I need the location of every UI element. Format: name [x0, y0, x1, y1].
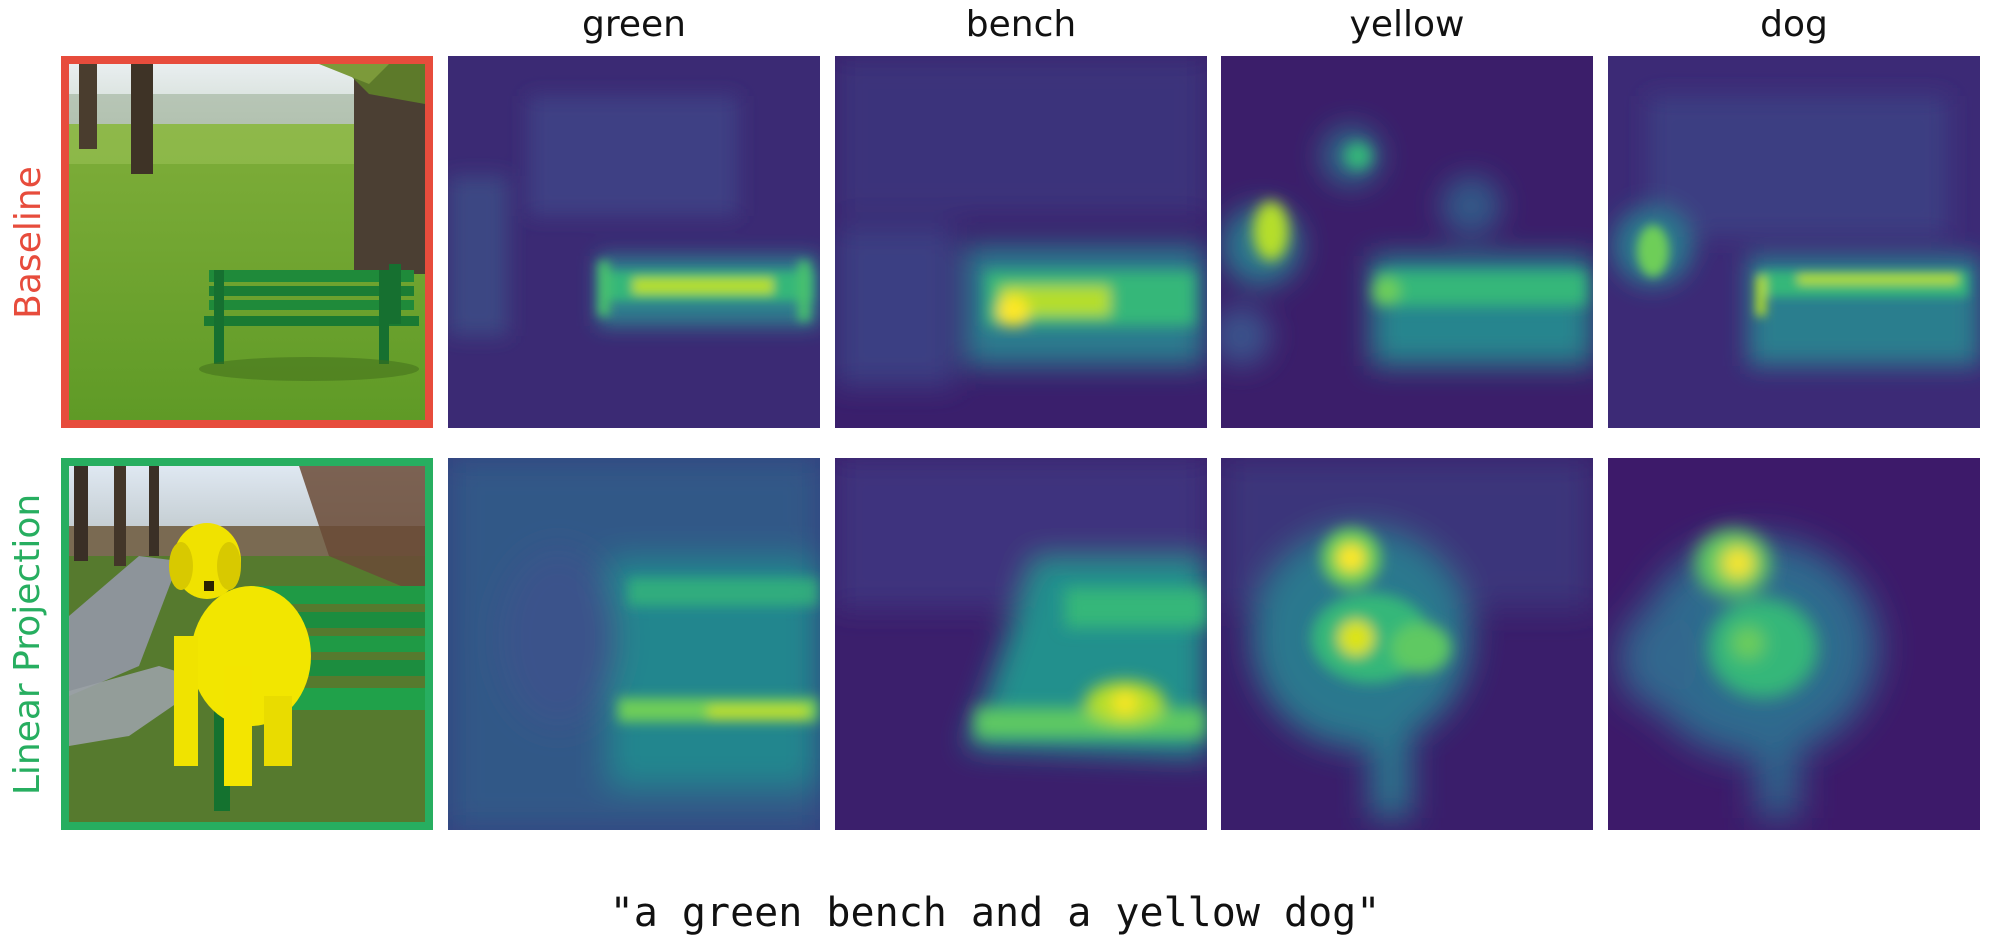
- column-header-green: green: [582, 4, 686, 45]
- prompt-caption: "a green bench and a yellow dog": [609, 890, 1381, 936]
- baseline-generated-image: [61, 56, 433, 428]
- heatmap-linear-projection-bench: [835, 458, 1207, 830]
- heatmap-linear-projection-dog: [1608, 458, 1980, 830]
- row-label-baseline-text: Baseline: [7, 165, 49, 319]
- heatmap-baseline-bench: [835, 56, 1207, 428]
- heatmap-baseline-yellow: [1221, 56, 1593, 428]
- column-header-bench: bench: [965, 4, 1077, 45]
- row-label-linear-projection-text: Linear Projection: [7, 493, 49, 795]
- heatmap-linear-projection-yellow: [1221, 458, 1593, 830]
- column-header-dog: dog: [1760, 4, 1828, 45]
- linear-projection-generated-image: [61, 458, 433, 830]
- row-label-baseline: Baseline: [0, 56, 56, 428]
- heatmap-baseline-green: [448, 56, 820, 428]
- heatmap-baseline-dog: [1608, 56, 1980, 428]
- row-label-linear-projection: Linear Projection: [0, 458, 56, 830]
- heatmap-linear-projection-green: [448, 458, 820, 830]
- column-header-yellow: yellow: [1349, 4, 1465, 45]
